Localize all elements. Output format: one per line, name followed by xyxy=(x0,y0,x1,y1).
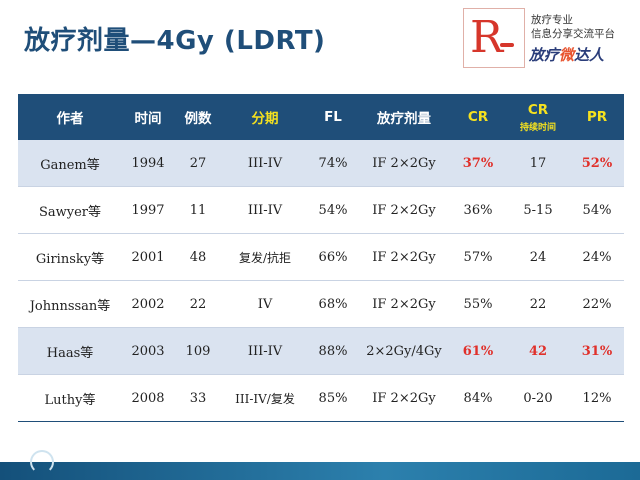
header-cr-duration: CR 持续时间 xyxy=(506,94,570,140)
cell-dose: IF 2×2Gy xyxy=(358,374,450,422)
cell-cr: 61% xyxy=(450,327,506,375)
brand-logo: R 放疗专业 信息分享交流平台 放疗微达人 xyxy=(463,8,633,74)
cell-stage: III-IV xyxy=(222,140,308,187)
header-pr: PR xyxy=(570,94,624,140)
cell-year: 2003 xyxy=(122,327,174,375)
cell-cr-duration: 5-15 xyxy=(506,186,570,234)
cell-stage: III-IV xyxy=(222,327,308,375)
header-year: 时间 xyxy=(122,94,174,140)
cell-cr-duration: 24 xyxy=(506,233,570,281)
cell-cr: 57% xyxy=(450,233,506,281)
table-row: Sawyer等 1997 11 III-IV 54% IF 2×2Gy 36% … xyxy=(18,186,624,234)
logo-brand-name: 放疗微达人 xyxy=(529,44,604,65)
logo-tagline-1: 放疗专业 xyxy=(531,14,573,26)
logo-brand-c: 达人 xyxy=(574,46,605,64)
slide-title: 放疗剂量—4Gy (LDRT) xyxy=(24,26,326,56)
cell-fl: 54% xyxy=(308,186,358,234)
cell-dose: IF 2×2Gy xyxy=(358,233,450,281)
cell-stage: IV xyxy=(222,280,308,328)
cell-dose: IF 2×2Gy xyxy=(358,140,450,187)
cell-fl: 85% xyxy=(308,374,358,422)
cell-year: 1997 xyxy=(122,186,174,234)
logo-brand-b: 微 xyxy=(559,46,575,64)
cell-year: 1994 xyxy=(122,140,174,187)
cell-cases: 48 xyxy=(174,233,222,281)
table-row: Luthy等 2008 33 III-IV/复发 85% IF 2×2Gy 84… xyxy=(18,374,624,422)
table-row: Haas等 2003 109 III-IV 88% 2×2Gy/4Gy 61% … xyxy=(18,327,624,375)
logo-mark: R xyxy=(463,8,525,68)
ldrt-study-table: 作者 时间 例数 分期 FL 放疗剂量 CR CR 持续时间 PR Ganem等 … xyxy=(18,94,624,422)
cell-stage: III-IV/复发 xyxy=(222,374,308,422)
cell-dose: IF 2×2Gy xyxy=(358,280,450,328)
cell-author: Girinsky等 xyxy=(18,233,122,281)
cell-pr: 22% xyxy=(570,280,624,328)
cell-fl: 66% xyxy=(308,233,358,281)
cell-cases: 33 xyxy=(174,374,222,422)
cell-pr: 24% xyxy=(570,233,624,281)
table-row: Ganem等 1994 27 III-IV 74% IF 2×2Gy 37% 1… xyxy=(18,140,624,187)
header-cr-duration-main: CR xyxy=(527,101,549,118)
cell-pr: 31% xyxy=(570,327,624,375)
cell-cases: 27 xyxy=(174,140,222,187)
table-row: Johnnssan等 2002 22 IV 68% IF 2×2Gy 55% 2… xyxy=(18,280,624,328)
cell-cases: 11 xyxy=(174,186,222,234)
cell-year: 2001 xyxy=(122,233,174,281)
logo-letter: R xyxy=(470,12,504,63)
cell-author: Haas等 xyxy=(18,327,122,375)
cell-cr: 55% xyxy=(450,280,506,328)
cell-author: Sawyer等 xyxy=(18,186,122,234)
cell-cr-duration: 17 xyxy=(506,140,570,187)
header-fl: FL xyxy=(308,94,358,140)
cell-cr-duration: 42 xyxy=(506,327,570,375)
cell-dose: 2×2Gy/4Gy xyxy=(358,327,450,375)
header-dose: 放疗剂量 xyxy=(358,94,450,140)
footer-circle-icon xyxy=(30,450,54,474)
header-cr-duration-sub: 持续时间 xyxy=(519,122,556,133)
cell-cr: 84% xyxy=(450,374,506,422)
cell-pr: 52% xyxy=(570,140,624,187)
cell-fl: 68% xyxy=(308,280,358,328)
cell-author: Luthy等 xyxy=(18,374,122,422)
logo-brand-a: 放疗 xyxy=(529,46,560,64)
table-header-row: 作者 时间 例数 分期 FL 放疗剂量 CR CR 持续时间 PR xyxy=(18,94,624,140)
cell-cases: 109 xyxy=(174,327,222,375)
logo-dash-icon xyxy=(500,43,514,47)
cell-year: 2002 xyxy=(122,280,174,328)
header-stage: 分期 xyxy=(222,94,308,140)
cell-pr: 12% xyxy=(570,374,624,422)
cell-pr: 54% xyxy=(570,186,624,234)
cell-cr: 36% xyxy=(450,186,506,234)
header-author: 作者 xyxy=(18,94,122,140)
header-cr: CR xyxy=(450,94,506,140)
cell-stage: III-IV xyxy=(222,186,308,234)
cell-author: Johnnssan等 xyxy=(18,280,122,328)
table-row: Girinsky等 2001 48 复发/抗拒 66% IF 2×2Gy 57%… xyxy=(18,233,624,281)
cell-year: 2008 xyxy=(122,374,174,422)
cell-stage: 复发/抗拒 xyxy=(222,233,308,281)
cell-cr-duration: 0-20 xyxy=(506,374,570,422)
cell-dose: IF 2×2Gy xyxy=(358,186,450,234)
cell-cases: 22 xyxy=(174,280,222,328)
cell-author: Ganem等 xyxy=(18,140,122,187)
cell-cr: 37% xyxy=(450,140,506,187)
cell-fl: 74% xyxy=(308,140,358,187)
cell-fl: 88% xyxy=(308,327,358,375)
footer-bar xyxy=(0,462,640,480)
header-cases: 例数 xyxy=(174,94,222,140)
cell-cr-duration: 22 xyxy=(506,280,570,328)
logo-tagline-2: 信息分享交流平台 xyxy=(531,28,615,40)
